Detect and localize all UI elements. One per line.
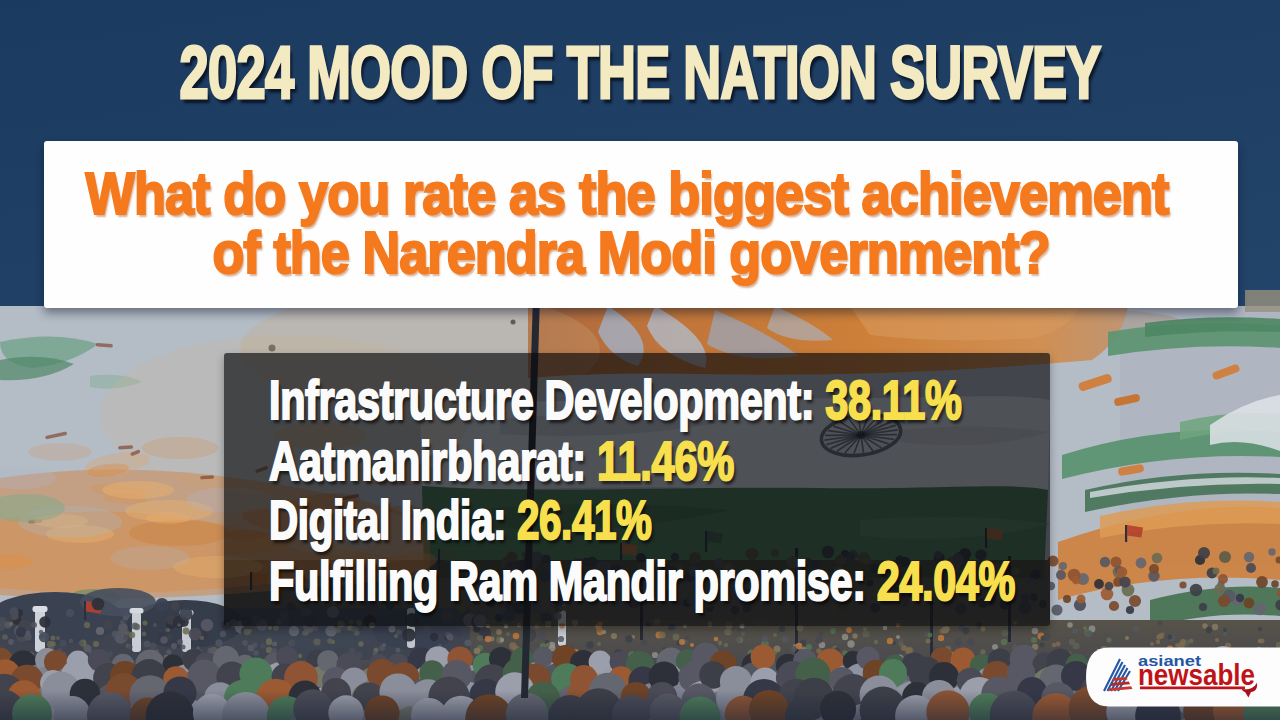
svg-text:newsable: newsable (1138, 658, 1255, 691)
